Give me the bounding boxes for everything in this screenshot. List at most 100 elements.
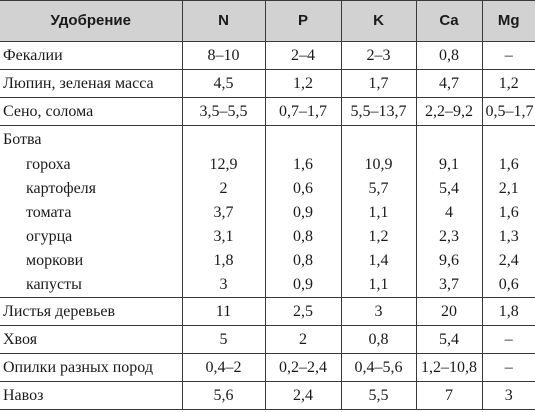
fertilizer-name: моркови xyxy=(26,252,84,269)
table-row: Люпин, зеленая масса 4,5 1,2 1,7 4,7 1,2 xyxy=(0,69,535,98)
value-p: 2 xyxy=(264,325,341,354)
value-ca: 5,4 xyxy=(415,325,482,354)
table-body: Фекалии 8–10 2–4 2–3 0,8– Люпин, зеленая масс… xyxy=(0,41,535,410)
value-p: 2–4 xyxy=(264,41,341,70)
fertilizer-name: Навоз xyxy=(0,381,182,410)
value-n: 0,4–2 xyxy=(181,353,265,382)
header-mg: Mg xyxy=(481,0,535,42)
value-n: 3,5–5,5 xyxy=(181,97,265,126)
value-ca: 9,6 xyxy=(415,249,482,273)
value-k: 0,4–5,6 xyxy=(340,353,416,382)
value-k xyxy=(340,125,416,153)
table-row: моркови 1,8 0,8 1,4 9,6 2,4 xyxy=(0,249,535,273)
value-n: 5,6 xyxy=(181,381,265,410)
value-n: 5 xyxy=(181,325,265,354)
fertilizer-name: капусты xyxy=(26,276,82,293)
fertilizer-name: Ботва xyxy=(0,125,182,153)
header-ca: Ca xyxy=(415,0,482,42)
table-row: Хвоя 5 2 0,8 5,4– xyxy=(0,325,535,354)
value-p: 0,9 xyxy=(264,273,341,298)
value-k: 1,1 xyxy=(340,273,416,298)
value-p: 0,9 xyxy=(264,201,341,225)
table-header-row: Удобрение N P K Ca Mg xyxy=(0,0,535,42)
value-p: 0,7–1,7 xyxy=(264,97,341,126)
value-k: 1,1 xyxy=(340,201,416,225)
value-mg: 1,2 xyxy=(481,69,535,98)
value-mg: 2,1 xyxy=(481,177,535,201)
value-k: 5,5 xyxy=(340,381,416,410)
value-mg: – xyxy=(481,353,535,382)
table-row: Навоз 5,6 2,4 5,5 7 3 xyxy=(0,381,535,410)
value-k: 5,7 xyxy=(340,177,416,201)
value-mg: – xyxy=(481,325,535,354)
fertilizer-name: Сено, солома xyxy=(0,97,182,126)
fertilizer-name: Листья деревьев xyxy=(0,297,182,326)
table-row: картофеля 2 0,6 5,7 5,4 2,1 xyxy=(0,177,535,201)
table-row: томата 3,7 0,9 1,1 4 1,6 xyxy=(0,201,535,225)
value-ca: 20 xyxy=(415,297,482,326)
value-ca: 2,2–9,2 xyxy=(415,97,482,126)
value-ca: 4 xyxy=(415,201,482,225)
value-mg xyxy=(481,125,535,153)
value-ca: 0,8 xyxy=(415,41,482,70)
value-p: 0,8 xyxy=(264,249,341,273)
value-mg: 1,8 xyxy=(481,297,535,326)
value-k: 0,8 xyxy=(340,325,416,354)
value-p: 2,4 xyxy=(264,381,341,410)
value-mg: 1,3 xyxy=(481,225,535,249)
value-mg: 3 xyxy=(481,381,535,410)
value-mg: 0,5–1,7 xyxy=(481,97,535,126)
value-p: 0,8 xyxy=(264,225,341,249)
value-n: 8–10 xyxy=(181,41,265,70)
value-p: 0,6 xyxy=(264,177,341,201)
header-k: K xyxy=(340,0,416,42)
value-k: 2–3 xyxy=(340,41,416,70)
value-mg: 1,6 xyxy=(481,201,535,225)
header-n: N xyxy=(181,0,265,42)
value-p xyxy=(264,125,341,153)
value-n: 4,5 xyxy=(181,69,265,98)
value-n: 12,9 xyxy=(181,153,265,177)
fertilizer-name: Люпин, зеленая масса xyxy=(0,69,182,98)
table-row: Ботва xyxy=(0,125,535,153)
value-ca: 7 xyxy=(415,381,482,410)
value-n: 1,8 xyxy=(181,249,265,273)
value-ca xyxy=(415,125,482,153)
value-n xyxy=(181,125,265,153)
table-row: огурца 3,1 0,8 1,2 2,3 1,3 xyxy=(0,225,535,249)
value-n: 3,7 xyxy=(181,201,265,225)
value-p: 1,6 xyxy=(264,153,341,177)
value-p: 1,2 xyxy=(264,69,341,98)
fertilizer-name: томата xyxy=(26,204,72,221)
value-n: 2 xyxy=(181,177,265,201)
fertilizer-name: картофеля xyxy=(26,180,97,197)
value-k: 5,5–13,7 xyxy=(340,97,416,126)
value-ca: 4,7 xyxy=(415,69,482,98)
value-k: 1,7 xyxy=(340,69,416,98)
fertilizer-name: огурца xyxy=(26,228,73,245)
fertilizer-name: гороха xyxy=(26,156,71,173)
value-ca: 2,3 xyxy=(415,225,482,249)
value-mg: 0,6 xyxy=(481,273,535,298)
value-k: 3 xyxy=(340,297,416,326)
value-ca: 1,2–10,8 xyxy=(415,353,482,382)
table-row: капусты 3 0,9 1,1 3,7 0,6 xyxy=(0,273,535,298)
value-mg: 2,4 xyxy=(481,249,535,273)
value-p: 0,2–2,4 xyxy=(264,353,341,382)
fertilizer-name: Фекалии xyxy=(3,47,63,64)
value-n: 3 xyxy=(181,273,265,298)
value-ca: 9,1 xyxy=(415,153,482,177)
value-k: 10,9 xyxy=(340,153,416,177)
value-ca: 3,7 xyxy=(415,273,482,298)
table-row: Фекалии 8–10 2–4 2–3 0,8– xyxy=(0,41,535,70)
value-n: 11 xyxy=(181,297,265,326)
table-row: Опилки разных пород 0,4–2 0,2–2,4 0,4–5,6 1,… xyxy=(0,353,535,382)
table-row: Сено, солома 3,5–5,5 0,7–1,7 5,5–13,7 2,2–9,… xyxy=(0,97,535,126)
value-ca: 5,4 xyxy=(415,177,482,201)
value-p: 2,5 xyxy=(264,297,341,326)
value-n: 3,1 xyxy=(181,225,265,249)
value-k: 1,4 xyxy=(340,249,416,273)
table-row: гороха 12,9 1,6 10,9 9,1 1,6 xyxy=(0,153,535,177)
value-mg: – xyxy=(481,41,535,70)
